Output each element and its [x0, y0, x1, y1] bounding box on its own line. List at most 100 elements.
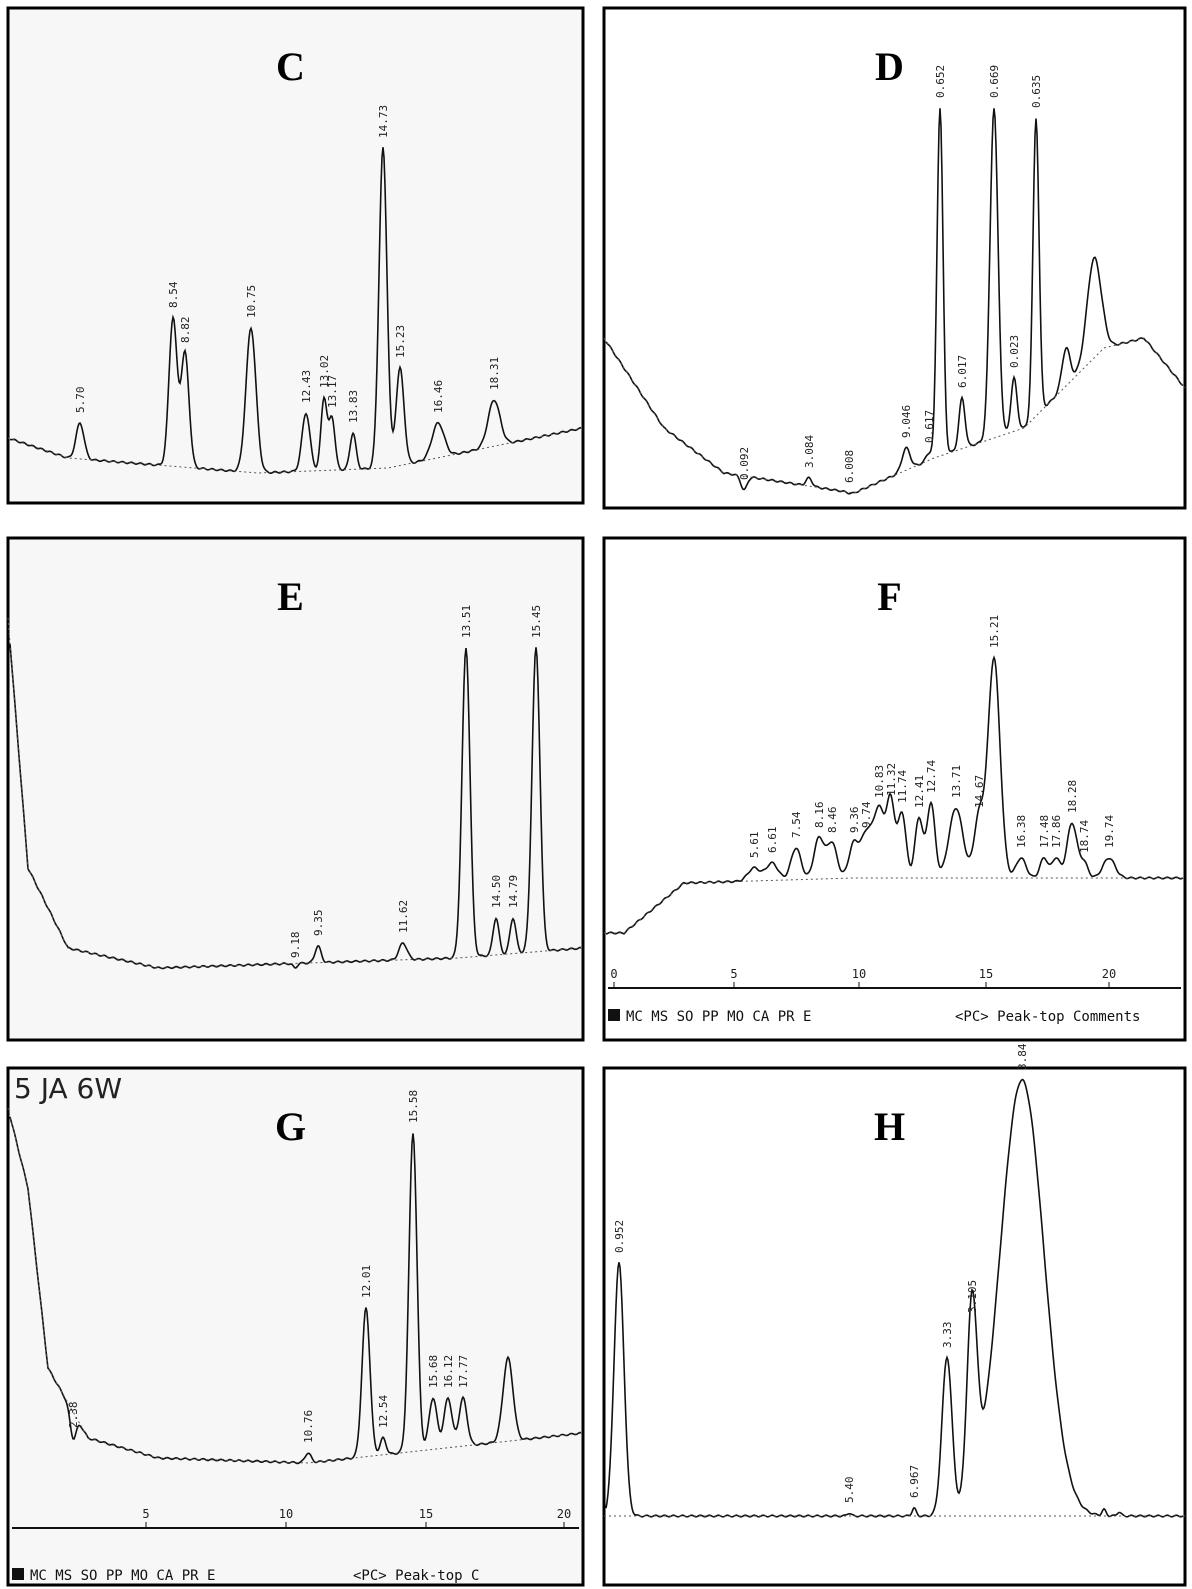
panel-frame — [602, 536, 1187, 1042]
peak-label: 5.40 — [843, 1477, 856, 1504]
peak-label: 17.86 — [1050, 815, 1063, 848]
axis-tick-label: 15 — [419, 1507, 433, 1521]
panel-letter: F — [877, 574, 901, 619]
panel: E 9.18 9.35 11.62 13.51 14.50 14.79 15.45 — [6, 536, 585, 1042]
peak-label: 12.01 — [360, 1265, 373, 1298]
peak-label: 16.38 — [1015, 815, 1028, 848]
panel-frame — [602, 1066, 1187, 1587]
peak-label: 0.652 — [934, 65, 947, 98]
footer-left: MC MS SO PP MO CA PR E — [626, 1009, 811, 1025]
peak-label: 9.18 — [289, 932, 302, 959]
peak-label: 0.023 — [1008, 335, 1021, 368]
chromatogram-trace — [9, 1116, 581, 1465]
peak-label: 15.21 — [988, 615, 1001, 648]
peak-label: 12.41 — [913, 775, 926, 808]
peak-label: 6.967 — [908, 1465, 921, 1498]
peak-label: 18.28 — [1066, 780, 1079, 813]
peak-label: 6.61 — [766, 827, 779, 854]
panel-frame — [602, 6, 1187, 510]
baseline — [7, 617, 584, 969]
peak-label: 2.38 — [67, 1402, 80, 1429]
peak-label: 15.45 — [530, 605, 543, 638]
peak-label: 8.46 — [826, 807, 839, 834]
peak-label: 5.70 — [74, 387, 87, 414]
axis-tick-label: 20 — [557, 1507, 571, 1521]
peak-label: 0.952 — [613, 1220, 626, 1253]
peak-label: 10.83 — [873, 765, 886, 798]
axis-tick-label: 5 — [142, 1507, 149, 1521]
peak-label: 17.77 — [457, 1355, 470, 1388]
axis-tick-label: 0 — [610, 967, 617, 981]
peak-label: 9.36 — [848, 807, 861, 834]
peak-label: 3.84 — [1016, 1043, 1029, 1070]
peak-label: 3.084 — [803, 435, 816, 468]
peak-label: 14.79 — [507, 875, 520, 908]
footer-icon — [12, 1568, 24, 1580]
peak-label: 15.58 — [407, 1090, 420, 1123]
peak-label: 11.62 — [397, 900, 410, 933]
peak-label: 11.74 — [896, 770, 909, 803]
peak-label: 15.23 — [394, 325, 407, 358]
peak-label: 0.617 — [923, 410, 936, 443]
axis-tick-label: 5 — [730, 967, 737, 981]
peak-label: 13.83 — [347, 390, 360, 423]
peak-label: 14.73 — [377, 105, 390, 138]
footer-right: <PC> Peak-top Comments — [955, 1009, 1140, 1025]
peak-label: 12.54 — [377, 1395, 390, 1428]
panel-frame — [6, 1066, 585, 1587]
peak-label: 10.75 — [245, 285, 258, 318]
peak-label: 6.017 — [956, 355, 969, 388]
peak-label: 14.50 — [490, 875, 503, 908]
peak-label: 13.71 — [950, 765, 963, 798]
peak-label: 0.092 — [738, 447, 751, 480]
panel-letter: H — [874, 1104, 905, 1149]
footer-icon — [608, 1009, 620, 1021]
peak-label: 13.51 — [460, 605, 473, 638]
axis-tick-label: 20 — [1102, 967, 1116, 981]
peak-label: 12.43 — [300, 370, 313, 403]
handwritten-note: 5 JA 6W — [14, 1072, 122, 1105]
baseline — [7, 427, 584, 474]
peak-label: 16.46 — [432, 380, 445, 413]
panel-letter: C — [276, 44, 305, 89]
panel-letter: E — [277, 574, 304, 619]
peak-label: 13.02 — [318, 355, 331, 388]
peak-label: 17.48 — [1038, 815, 1051, 848]
peak-label: 0.669 — [988, 65, 1001, 98]
peak-label: 7.54 — [790, 811, 803, 838]
chromatogram-trace — [9, 147, 582, 474]
peak-label: 9.35 — [312, 910, 325, 937]
panel-letter: D — [875, 44, 904, 89]
peak-label: 14.67 — [973, 775, 986, 808]
peak-label: 8.82 — [179, 317, 192, 344]
peak-label: 9.74 — [860, 801, 873, 828]
peak-label: 8.16 — [813, 802, 826, 829]
axis-tick-label: 10 — [852, 967, 866, 981]
peak-label: 13.17 — [326, 375, 339, 408]
panel-letter: G — [275, 1104, 306, 1149]
axis-tick-label: 15 — [979, 967, 993, 981]
peak-label: 19.74 — [1103, 815, 1116, 848]
peak-label: 15.68 — [427, 1355, 440, 1388]
peak-label: 10.76 — [302, 1410, 315, 1443]
footer-right: <PC> Peak-top C — [353, 1568, 479, 1584]
peak-label: 18.74 — [1078, 820, 1091, 853]
peak-label: 12.74 — [925, 760, 938, 793]
footer-left: MC MS SO PP MO CA PR E — [30, 1568, 215, 1584]
peak-label: 3.33 — [941, 1322, 954, 1349]
peak-label: 11.32 — [885, 763, 898, 796]
chromatogram-trace — [605, 1078, 1184, 1518]
peak-label: 6.008 — [843, 450, 856, 483]
axis-tick-label: 10 — [279, 1507, 293, 1521]
peak-label: 9.046 — [900, 405, 913, 438]
peak-label: 3.105 — [966, 1280, 979, 1313]
peak-label: 0.635 — [1030, 75, 1043, 108]
peak-label: 16.12 — [442, 1355, 455, 1388]
panel: G 5 JA 6W 2.38 10.76 12.01 12.54 15.58 15.68 16.… — [6, 1066, 585, 1587]
peak-label: 8.54 — [167, 281, 180, 308]
panel: H 0.952 5.40 6.967 3.33 3.105 3.84 — [602, 1043, 1187, 1587]
peak-label: 18.31 — [488, 357, 501, 390]
